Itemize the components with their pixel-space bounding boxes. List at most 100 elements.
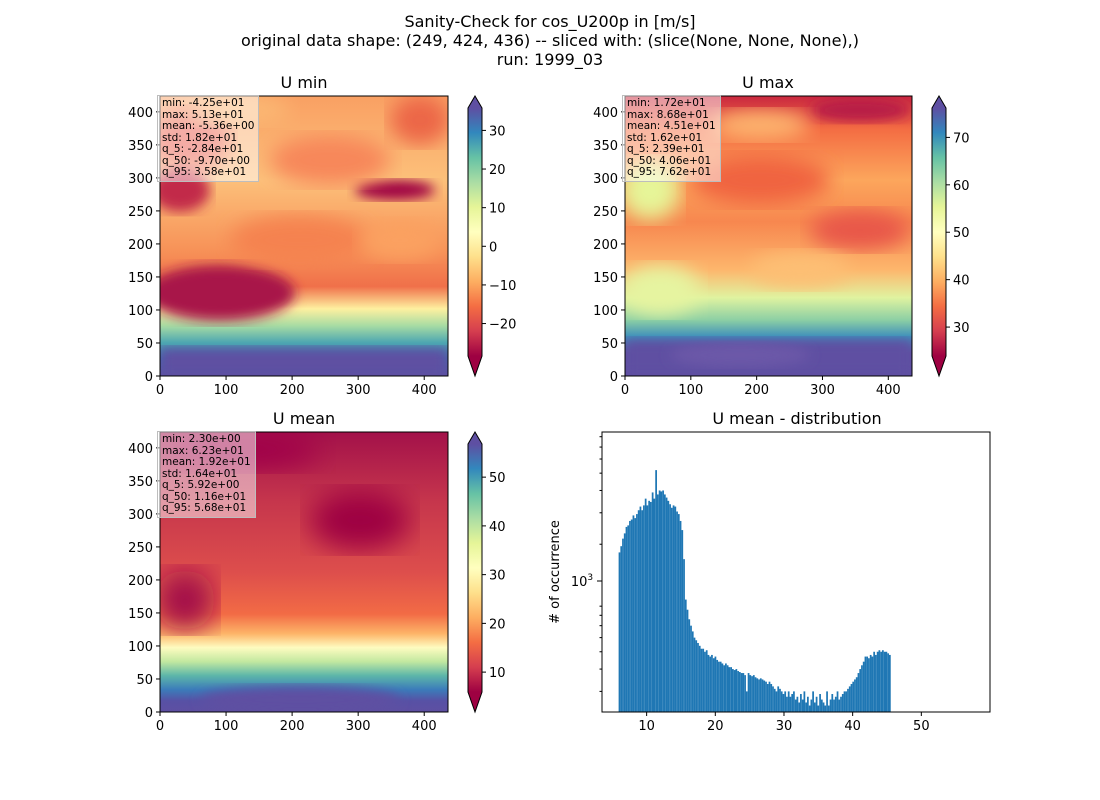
- histogram-bar: [639, 506, 642, 712]
- histogram-bar: [887, 653, 889, 712]
- histogram-bar: [709, 656, 712, 712]
- histogram-ytick-label: 103: [571, 573, 593, 590]
- histogram-bar: [782, 694, 785, 712]
- umin-stat-max: max: 5.13e+01: [162, 108, 244, 121]
- histogram-bar: [663, 494, 666, 712]
- umean-stat-q5: q_5: 5.92e+00: [162, 479, 240, 491]
- histogram-bar: [737, 671, 739, 712]
- histogram-bar: [862, 661, 865, 712]
- histogram-axes: 10 20 30 40 50: [599, 436, 930, 734]
- histogram-bar: [772, 686, 774, 712]
- histogram-bar: [875, 654, 877, 712]
- colorbar-tick-label: 50: [953, 226, 970, 241]
- histogram-bar: [681, 530, 684, 712]
- histogram-bar: [784, 691, 787, 712]
- xtick-label: 300: [346, 383, 371, 398]
- histogram-bar: [669, 504, 671, 712]
- histogram-bar: [812, 691, 814, 712]
- ytick-label: 0: [145, 706, 153, 721]
- umean-axes: 0 100 200 300 400 0 50 100 150 200 250 300 350 400: [128, 442, 436, 734]
- figure-title: Sanity-Check for cos_U200p in [m/s] orig…: [0, 12, 1100, 69]
- histogram-bar: [650, 501, 652, 712]
- umin-colorbar-extend-top: [468, 96, 482, 108]
- umean-stat-q50: q_50: 1.16e+01: [162, 490, 247, 503]
- histogram-bar: [655, 470, 657, 712]
- histogram-bar: [646, 505, 649, 712]
- histogram-bar: [868, 658, 870, 712]
- histogram-bar: [691, 631, 694, 712]
- colorbar-tick-label: 60: [953, 179, 970, 194]
- histogram-bar: [836, 691, 839, 712]
- histogram-bar: [745, 691, 748, 712]
- umin-title: U min: [281, 73, 328, 92]
- umax-colorbar: [932, 108, 946, 356]
- histogram-bar: [761, 679, 764, 712]
- histogram-bar: [637, 510, 640, 712]
- ytick-label: 400: [128, 106, 153, 121]
- ytick-label: 200: [593, 238, 618, 253]
- umin-stat-min: min: -4.25e+01: [162, 97, 245, 109]
- umax-stat-q5: q_5: 2.39e+01: [627, 143, 705, 155]
- ytick-label: 150: [128, 271, 153, 286]
- ytick-label: 0: [610, 370, 618, 385]
- histogram-bar: [859, 669, 862, 712]
- histogram-bar: [641, 510, 644, 712]
- ytick-label: 250: [593, 205, 618, 220]
- histogram-bar: [857, 673, 860, 712]
- histogram-bar: [749, 675, 752, 712]
- ytick-label: 150: [128, 607, 153, 622]
- histogram-bar: [866, 656, 869, 712]
- colorbar-tick-label: 30: [489, 124, 506, 139]
- histogram-bar: [636, 514, 638, 712]
- histogram-bar: [807, 696, 809, 712]
- histogram-bar: [644, 498, 647, 712]
- histogram-bar: [667, 500, 670, 712]
- colorbar-tick-label: 10: [489, 666, 506, 681]
- xtick-label: 200: [280, 719, 305, 734]
- umax-stat-q50: q_50: 4.06e+01: [627, 154, 712, 167]
- histogram-bar: [690, 625, 692, 712]
- xtick-label: 200: [280, 383, 305, 398]
- histogram-bar: [829, 699, 832, 712]
- ytick-label: 400: [593, 106, 618, 121]
- histogram-bar: [770, 683, 773, 712]
- xtick-label: 0: [156, 383, 164, 398]
- ytick-label: 300: [128, 172, 153, 187]
- ytick-label: 50: [136, 337, 153, 352]
- histogram-bar: [670, 507, 673, 712]
- umax-colorbar-ticks: 30 40 50 60 70: [946, 131, 970, 336]
- umean-stat-std: std: 1.64e+01: [162, 467, 238, 480]
- histogram-bar: [873, 651, 876, 712]
- histogram-bar: [702, 648, 705, 712]
- colorbar-tick-label: 50: [489, 471, 506, 486]
- histogram-bar: [758, 679, 760, 712]
- histogram-bar: [686, 609, 689, 712]
- colorbar-tick-label: 30: [953, 321, 970, 336]
- panel-histogram: U mean - distribution 10 20 30 40 50 # of oc…: [548, 409, 991, 734]
- figure-title-line-2: original data shape: (249, 424, 436) -- …: [241, 31, 859, 50]
- histogram-bar: [845, 691, 848, 712]
- histogram-ylabel: # of occurrence: [548, 520, 563, 624]
- ytick-label: 350: [593, 139, 618, 154]
- ytick-label: 200: [128, 574, 153, 589]
- histogram-bar: [634, 518, 637, 712]
- histogram-bar: [714, 656, 717, 712]
- colorbar-tick-label: 0: [489, 240, 497, 255]
- histogram-bar: [820, 699, 823, 712]
- colorbar-tick-label: 10: [489, 202, 506, 217]
- histogram-bar: [711, 654, 713, 712]
- histogram-bar: [822, 702, 825, 712]
- histogram-bar: [768, 681, 771, 712]
- histogram-bar: [627, 525, 630, 712]
- xtick-label: 400: [412, 719, 437, 734]
- histogram-bar: [660, 491, 663, 712]
- histogram-bar: [693, 637, 696, 712]
- xtick-label: 200: [744, 383, 769, 398]
- histogram-bar: [854, 679, 856, 712]
- histogram-xtick-label: 50: [913, 719, 930, 734]
- histogram-bar: [855, 677, 858, 712]
- histogram-bar: [742, 673, 745, 712]
- ytick-label: 300: [128, 508, 153, 523]
- histogram-bar: [683, 559, 685, 712]
- histogram-bar: [871, 656, 874, 712]
